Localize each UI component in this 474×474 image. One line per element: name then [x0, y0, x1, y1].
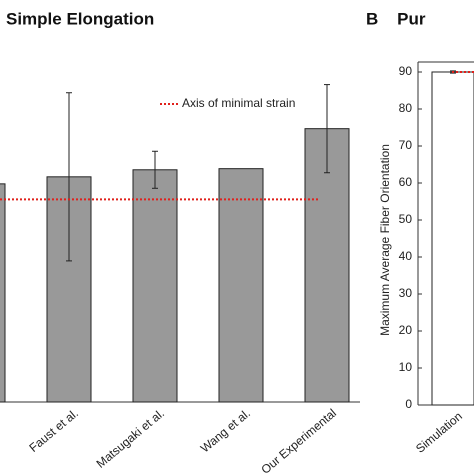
y-tick-label: 10: [399, 360, 413, 374]
y-tick-label: 30: [399, 286, 413, 300]
bar: [218, 168, 264, 403]
chart-title: B Pur: [366, 9, 426, 28]
x-tick-label: Simulation: [413, 409, 465, 456]
y-tick-label: 40: [399, 249, 413, 263]
y-tick-label: 90: [399, 64, 413, 78]
y-tick-label: 80: [399, 101, 413, 115]
x-tick-label: Wang et al.: [198, 406, 253, 455]
y-tick-label: 0: [405, 397, 412, 411]
y-axis-label: Maximum Average Fiber Orientation: [378, 144, 392, 336]
chart-title: Simple Elongation: [6, 9, 154, 28]
bar: [0, 183, 6, 403]
bar: [304, 128, 350, 403]
bar: [132, 169, 178, 403]
y-tick-label: 20: [399, 323, 413, 337]
y-tick-label: 70: [399, 138, 413, 152]
legend-label: Axis of minimal strain: [182, 96, 295, 110]
x-tick-label: Matsugaki et al.: [94, 406, 167, 471]
y-tick-label: 60: [399, 175, 413, 189]
x-tick-label: Our Experimental: [258, 406, 339, 474]
y-tick-label: 50: [399, 212, 413, 226]
bar: [431, 71, 474, 406]
x-tick-label: Faust et al.: [26, 406, 80, 455]
